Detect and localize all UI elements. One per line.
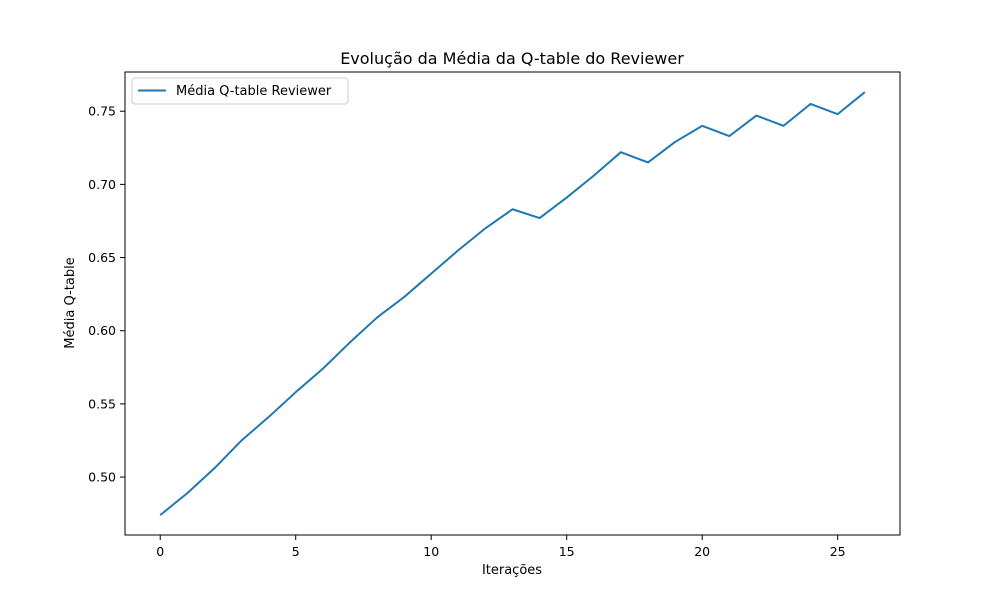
series-group [159, 91, 866, 516]
y-tick-label: 0.50 [88, 470, 116, 485]
x-tick-label: 15 [559, 544, 575, 559]
axes [124, 71, 901, 536]
x-axis-label: Iterações [482, 563, 542, 578]
y-axis-ticks: 0.50 0.55 0.60 0.65 0.70 0.75 [88, 104, 125, 485]
y-tick-label: 0.75 [88, 104, 116, 119]
y-tick-label: 0.65 [88, 250, 116, 265]
x-axis-ticks: 0 5 10 15 20 25 [156, 535, 846, 559]
y-axis-label: Média Q-table [63, 257, 78, 348]
plot-area-frame [124, 71, 901, 536]
series-line [159, 91, 866, 516]
legend-label: Média Q-table Reviewer [176, 84, 332, 99]
x-tick-label: 20 [694, 544, 710, 559]
x-tick-label: 10 [423, 544, 439, 559]
y-tick-label: 0.60 [88, 323, 116, 338]
chart-title: Evolução da Média da Q-table do Reviewer [340, 49, 684, 68]
legend: Média Q-table Reviewer [131, 77, 349, 105]
y-tick-label: 0.55 [88, 396, 116, 411]
x-tick-label: 25 [830, 544, 846, 559]
x-tick-label: 5 [292, 544, 300, 559]
y-tick-label: 0.70 [88, 177, 116, 192]
legend-frame [131, 77, 349, 105]
x-tick-label: 0 [156, 544, 164, 559]
